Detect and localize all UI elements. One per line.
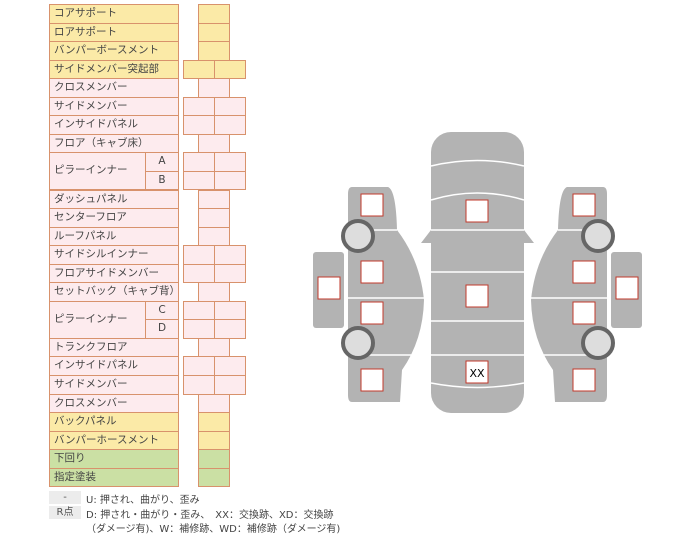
damage-mark-box[interactable] (465, 284, 489, 308)
damage-mark-box[interactable] (360, 368, 384, 392)
row-label: クロスメンバー (49, 393, 179, 414)
wheels (341, 219, 615, 360)
damage-mark-box[interactable] (317, 276, 341, 300)
row-label: 指定塗装 (49, 467, 179, 488)
legend-key-2: R点 (49, 506, 81, 519)
marked-label: XX (469, 367, 485, 380)
damage-mark-box[interactable] (465, 199, 489, 223)
damage-mark-box[interactable] (572, 368, 596, 392)
mark-cell[interactable] (214, 170, 246, 191)
wheel-icon (341, 326, 375, 360)
legend-key-1: - (49, 491, 81, 504)
damage-mark-box[interactable] (360, 301, 384, 325)
row-label: サイドシルインナー (49, 245, 179, 265)
damage-mark-box[interactable] (615, 276, 639, 300)
row-sublabel: C (145, 300, 179, 321)
mark-cell[interactable] (214, 59, 246, 80)
mark-cell[interactable] (214, 375, 246, 395)
row-label: バンパーボースメント (49, 41, 179, 61)
row-label: センターフロア (49, 208, 179, 228)
row-label: ピラーインナー (49, 300, 146, 339)
row-label: サイドメンバー (49, 96, 179, 117)
damage-mark-box[interactable] (465, 360, 489, 384)
damage-mark-box[interactable] (360, 260, 384, 284)
wheel-icon (581, 326, 615, 360)
row-label: バックパネル (49, 412, 179, 432)
row-label: ピラーインナー (49, 152, 146, 191)
row-label: サイドメンバー突起部 (49, 59, 179, 80)
row-label: フロア（キャブ床） (49, 133, 179, 154)
damage-mark-box[interactable] (572, 260, 596, 284)
row-label: バンパーホースメント (49, 430, 179, 451)
mark-cell[interactable] (214, 263, 246, 284)
damage-mark-box[interactable] (572, 193, 596, 217)
row-sublabel: A (145, 152, 179, 172)
mark-cell[interactable] (214, 115, 246, 135)
legend-text-3: （ダメージ有)、W：補修跡、WD：補修跡（ダメージ有) (86, 524, 341, 535)
row-label: クロスメンバー (49, 78, 179, 98)
damage-mark-box[interactable] (360, 193, 384, 217)
wheel-icon (581, 219, 615, 253)
legend-text-2: D: 押され・曲がり・歪み、 XX：交換跡、XD：交換跡 (86, 510, 334, 521)
mark-cell[interactable] (214, 319, 246, 339)
mark-cell[interactable] (198, 467, 230, 488)
legend-text-1: U: 押され、曲がり、歪み (86, 495, 200, 506)
row-label: フロアサイドメンバー (49, 263, 179, 284)
row-label: インサイドパネル (49, 115, 179, 135)
wheel-icon (341, 219, 375, 253)
damage-mark-box[interactable] (572, 301, 596, 325)
